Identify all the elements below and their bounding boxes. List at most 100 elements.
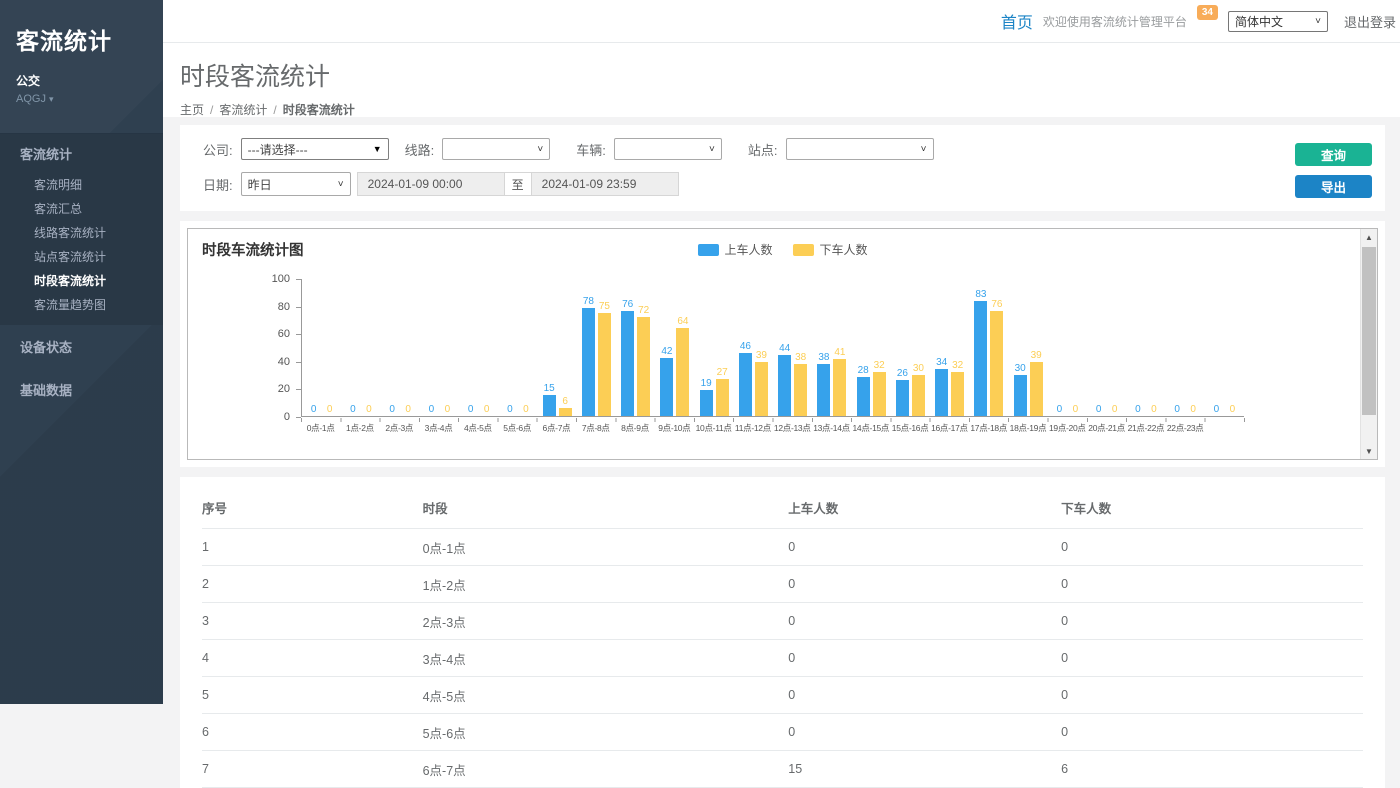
sidebar-subitem[interactable]: 时段客流统计 (0, 269, 163, 293)
x-axis-tick-label: 20点-21点 (1087, 422, 1126, 434)
query-button[interactable]: 查询 (1295, 143, 1372, 166)
logout-link[interactable]: 退出登录 (1344, 12, 1396, 31)
data-table-card: 序号时段上车人数下车人数 10点-1点0021点-2点0032点-3点0043点… (180, 477, 1385, 788)
sidebar-subitem[interactable]: 线路客流统计 (0, 221, 163, 245)
bar-value-label: 0 (397, 403, 419, 416)
data-table: 序号时段上车人数下车人数 10点-1点0021点-2点0032点-3点0043点… (202, 489, 1363, 788)
sidebar-subitem[interactable]: 站点客流统计 (0, 245, 163, 269)
breadcrumb-current: 时段客流统计 (283, 103, 355, 117)
legend-item[interactable]: 上车人数 (697, 241, 772, 258)
y-axis-tick-label: 40 (260, 356, 290, 368)
table-row: 65点-6点00 (202, 714, 1363, 751)
table-cell: 3点-4点 (423, 640, 789, 677)
table-cell: 1 (202, 529, 423, 566)
dropdown-arrow-icon: ▼ (373, 144, 382, 154)
bar-column: 0 (362, 403, 375, 416)
bar-group: 2832 (852, 279, 891, 416)
chart-x-labels: 0点-1点1点-2点2点-3点3点-4点4点-5点5点-6点6点-7点7点-8点… (301, 422, 1244, 434)
table-cell: 2 (202, 566, 423, 603)
table-header-cell: 上车人数 (788, 489, 1061, 529)
scroll-down-icon[interactable]: ▼ (1361, 443, 1377, 459)
station-select[interactable]: ˅ (786, 138, 934, 160)
breadcrumb: 主页/客流统计/时段客流统计 (180, 101, 1400, 118)
bar-group: 4639 (734, 279, 773, 416)
bar (896, 380, 909, 416)
caret-down-icon: ▾ (49, 94, 54, 104)
bar (817, 364, 830, 416)
bar-value-label: 76 (986, 298, 1008, 311)
bar-group: 2630 (891, 279, 930, 416)
legend-item[interactable]: 下车人数 (793, 241, 868, 258)
table-cell: 6 (1061, 751, 1363, 788)
table-row: 21点-2点00 (202, 566, 1363, 603)
bar-group: 00 (1048, 279, 1087, 416)
station-label: 站点: (748, 140, 778, 159)
chart-panel: 时段车流统计图 上车人数下车人数 020406080100 0000000000… (187, 228, 1378, 460)
bar-value-label: 32 (947, 359, 969, 372)
x-axis-tick-label: 6点-7点 (537, 422, 576, 434)
legend-swatch (697, 244, 718, 256)
bar-group: 4264 (655, 279, 694, 416)
x-axis-tick-label: 1点-2点 (340, 422, 379, 434)
user-dropdown[interactable]: AQGJ▾ (16, 93, 163, 105)
sidebar-item-passenger-stats[interactable]: 客流统计 (0, 134, 163, 173)
bar-column: 0 (1226, 403, 1239, 416)
sidebar-item[interactable]: 设备状态 (0, 325, 163, 368)
bar-group: 7875 (577, 279, 616, 416)
bar-column: 30 (912, 362, 925, 416)
bar-column: 0 (1187, 403, 1200, 416)
date-preset-value: 昨日 (248, 176, 272, 193)
table-cell: 0 (788, 529, 1061, 566)
user-name: AQGJ (16, 93, 46, 105)
content: 公司: ---请选择--- ▼ 线路: ˅ 车辆: ˅ 站点 (163, 117, 1400, 704)
chevron-down-icon: ˅ (338, 179, 344, 190)
date-start-input[interactable]: 2024-01-09 00:00 (357, 172, 505, 196)
bar-column: 6 (559, 395, 572, 416)
vehicle-select[interactable]: ˅ (614, 138, 722, 160)
line-select[interactable]: ˅ (442, 138, 550, 160)
sidebar-section-passenger-stats: 客流统计 客流明细客流汇总线路客流统计站点客流统计时段客流统计客流量趋势图 (0, 133, 163, 325)
page-title: 时段客流统计 (180, 57, 1400, 93)
x-axis-tick-label: 13点-14点 (812, 422, 851, 434)
sidebar-item[interactable]: 基础数据 (0, 368, 163, 411)
bar-value-label: 42 (656, 345, 678, 358)
x-axis-tick-label: 9点-10点 (655, 422, 694, 434)
table-cell: 4点-5点 (423, 677, 789, 714)
home-link[interactable]: 首页 (1001, 9, 1033, 33)
table-cell: 1点-2点 (423, 566, 789, 603)
scrollbar-thumb[interactable] (1362, 247, 1376, 415)
company-label: 公司: (203, 140, 233, 159)
table-cell: 0 (1061, 714, 1363, 751)
export-button[interactable]: 导出 (1295, 175, 1372, 198)
x-axis-tick-label: 2点-3点 (380, 422, 419, 434)
company-select[interactable]: ---请选择--- ▼ (241, 138, 389, 160)
bar-value-label: 38 (790, 351, 812, 364)
date-end-input[interactable]: 2024-01-09 23:59 (531, 172, 679, 196)
bar (974, 301, 987, 416)
bar-group: 00 (498, 279, 537, 416)
bar-column: 0 (480, 403, 493, 416)
sidebar-subitem[interactable]: 客流明细 (0, 173, 163, 197)
sidebar-subitem[interactable]: 客流量趋势图 (0, 293, 163, 317)
bar-value-label: 30 (907, 362, 929, 375)
table-header-cell: 下车人数 (1061, 489, 1363, 529)
table-header-cell: 序号 (202, 489, 423, 529)
date-preset-select[interactable]: 昨日 ˅ (241, 172, 351, 196)
chevron-down-icon: ˅ (709, 144, 715, 155)
bar-group: 4438 (773, 279, 812, 416)
bar-group: 00 (420, 279, 459, 416)
bar-column: 76 (990, 298, 1003, 416)
breadcrumb-home[interactable]: 主页 (180, 103, 204, 117)
x-axis-tick-label: 4点-5点 (458, 422, 497, 434)
sidebar-subitem[interactable]: 客流汇总 (0, 197, 163, 221)
table-cell: 6点-7点 (423, 751, 789, 788)
breadcrumb-mid[interactable]: 客流统计 (219, 103, 267, 117)
table-cell: 0 (788, 566, 1061, 603)
y-axis-tick-label: 20 (260, 383, 290, 395)
language-select[interactable]: 简体中文 ˅ (1228, 11, 1328, 32)
bar-group: 00 (1166, 279, 1205, 416)
bar-column: 72 (637, 304, 650, 416)
scroll-up-icon[interactable]: ▲ (1361, 229, 1377, 245)
sidebar-brand: 客流统计 公交 AQGJ▾ (0, 0, 163, 119)
bar-group: 00 (341, 279, 380, 416)
